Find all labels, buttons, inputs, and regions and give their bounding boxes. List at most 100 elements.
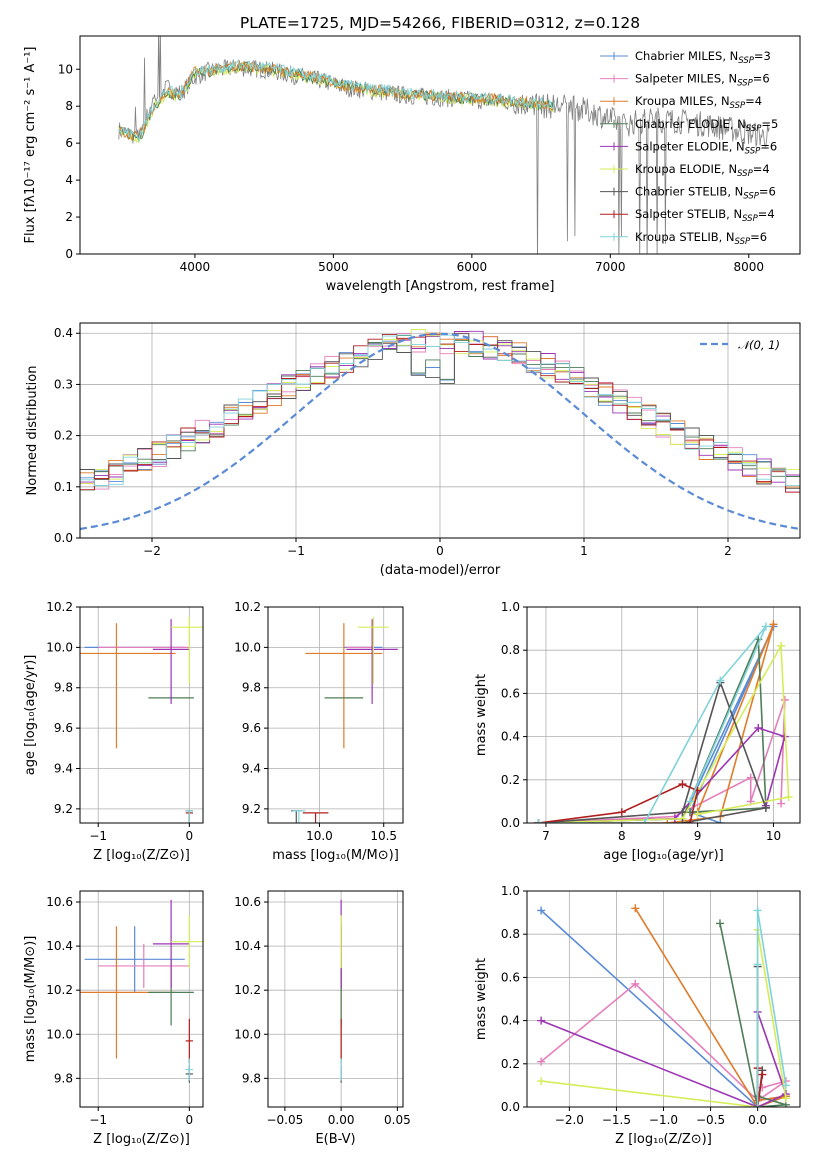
y-tick-label: 0.8: [501, 643, 520, 657]
weight-line: [538, 626, 775, 823]
x-tick-label: 6000: [457, 260, 488, 274]
panel-weight-vs-Z: −2.0 −1.5 −1.0 −0.5 0.0 0.0 0.2 0.4 0.6 0.8 1.0 Z […: [474, 884, 801, 1147]
x-tick-label: 0: [186, 1113, 194, 1127]
x-tick-label: 9: [694, 829, 702, 843]
legend-text: Kroupa MILES, N: [635, 94, 730, 108]
axes-frame: [526, 890, 801, 1108]
x-tick-label: −1.5: [602, 1113, 631, 1127]
weight-marker: [678, 819, 687, 823]
panel-age-vs-Z: −1 0 9.2 9.4 9.6 9.8 10.0 10.2 Z [log₁₀(Z/Z⊙)] ag…: [23, 600, 204, 863]
y-tick-label: 10: [58, 62, 73, 76]
y-tick-label: 9.4: [242, 761, 261, 775]
y-tick-label: 0.4: [54, 326, 73, 340]
y-tick-label: 0.2: [501, 1057, 520, 1071]
y-tick-label: 10.2: [234, 600, 261, 614]
weight-line: [634, 907, 787, 1107]
weight-marker: [693, 810, 702, 819]
y-tick-label: 9.2: [242, 802, 261, 816]
y-tick-label: 0.4: [501, 1014, 520, 1028]
x-tick-label: 8: [618, 829, 626, 843]
panel-age-vs-mass: 10.0 10.5 9.2 9.4 9.6 9.8 10.0 10.2 mass [log₁₀(…: [234, 600, 404, 863]
weight-marker: [537, 1057, 546, 1066]
x-tick-label: 0: [186, 829, 194, 843]
legend-text: Chabrier MILES, N: [635, 49, 738, 63]
legend-subscript: SSP: [737, 79, 753, 89]
panel-residuals: −2 −1 0 1 2 0.0 0.1 0.2 0.3 0.4 (data-model)/error…: [25, 322, 801, 578]
x-tick-label: −2.0: [555, 1113, 584, 1127]
x-tick-label: −1: [287, 544, 305, 558]
y-axis-label: mass [log₁₀(M/M⊙)]: [23, 936, 38, 1063]
x-tick-label: 4000: [180, 260, 211, 274]
y-tick-label: 10.0: [234, 1027, 261, 1041]
weight-marker: [753, 960, 762, 969]
weight-marker: [537, 1077, 546, 1086]
normal-pdf-line: [80, 332, 800, 531]
weight-line: [719, 923, 787, 1107]
axes-frame: [267, 890, 404, 1108]
x-axis-label: Z [log₁₀(Z/Z⊙)]: [93, 848, 190, 863]
plot-area-weight-vs-age: [534, 620, 793, 823]
y-tick-label: 9.2: [54, 802, 73, 816]
x-tick-label: −1.0: [649, 1113, 678, 1127]
legend-subscript: SSP: [743, 192, 759, 202]
weight-marker: [537, 1016, 546, 1025]
x-tick-label: 10.0: [306, 829, 333, 843]
weight-marker: [534, 819, 543, 823]
y-tick-label: 10.2: [46, 983, 73, 997]
y-tick-label: 10.6: [46, 895, 73, 909]
plot-area-mass-vs-Z: [80, 899, 203, 1083]
x-axis-label: (data-model)/error: [380, 563, 501, 578]
legend-entry: Salpeter ELODIE, NSSP=6: [635, 139, 777, 156]
y-tick-label: 9.4: [54, 761, 73, 775]
weight-marker: [631, 904, 640, 913]
legend-text: =5: [761, 117, 778, 131]
x-tick-label: 0.0: [748, 1113, 767, 1127]
y-tick-label: 0.2: [501, 773, 520, 787]
weight-marker: [769, 620, 778, 629]
weight-marker: [753, 906, 762, 915]
panel-mass-vs-EBV: −0.05 0.00 0.05 9.8 10.0 10.2 10.4 10.6 E(B-V): [234, 890, 411, 1147]
y-tick-label: 0.2: [54, 429, 73, 443]
legend-entry: Chabrier STELIB, NSSP=6: [635, 185, 776, 202]
legend-subscript: SSP: [737, 169, 753, 179]
model-spectrum-line: [118, 61, 555, 141]
legend-subscript: SSP: [745, 146, 761, 156]
y-tick-label: 10.6: [234, 895, 261, 909]
x-tick-label: 8000: [733, 260, 764, 274]
legend-text: Kroupa ELODIE, N: [635, 162, 737, 176]
x-tick-label: 7000: [595, 260, 626, 274]
y-tick-label: 10.4: [234, 939, 261, 953]
axes-frame: [79, 890, 204, 1108]
legend-subscript: SSP: [742, 214, 758, 224]
legend-text: =6: [750, 230, 767, 244]
legend-text: Chabrier STELIB, N: [635, 185, 743, 199]
legend-entry: Chabrier ELODIE, NSSP=5: [635, 117, 778, 134]
weight-marker: [758, 1070, 767, 1079]
plot-area-weight-vs-Z: [537, 904, 790, 1107]
legend-text: =4: [758, 207, 775, 221]
y-tick-label: 9.8: [242, 1071, 261, 1085]
y-tick-label: 1.0: [501, 884, 520, 898]
legend-text: =6: [753, 72, 770, 86]
weight-marker: [753, 1103, 762, 1107]
y-tick-label: 0.8: [501, 927, 520, 941]
x-tick-label: 0: [436, 544, 444, 558]
y-tick-label: 2: [65, 210, 73, 224]
y-tick-label: 4: [65, 173, 73, 187]
y-tick-label: 0.6: [501, 970, 520, 984]
plot-area-spectrum: [118, 36, 770, 254]
y-axis-label: Normed distribution: [25, 366, 40, 496]
y-tick-label: 10.0: [46, 1027, 73, 1041]
y-tick-label: 0.3: [54, 377, 73, 391]
y-tick-label: 0: [65, 247, 73, 261]
legend-subscript: SSP: [735, 237, 751, 247]
y-tick-label: 9.6: [54, 721, 73, 735]
x-tick-label: 10.5: [370, 829, 397, 843]
weight-marker: [716, 676, 725, 685]
weight-marker: [781, 1081, 790, 1090]
y-tick-label: 0.0: [501, 1100, 520, 1114]
legend-text: Salpeter ELODIE, N: [635, 139, 745, 153]
weight-marker: [631, 979, 640, 988]
weight-marker: [754, 723, 763, 732]
